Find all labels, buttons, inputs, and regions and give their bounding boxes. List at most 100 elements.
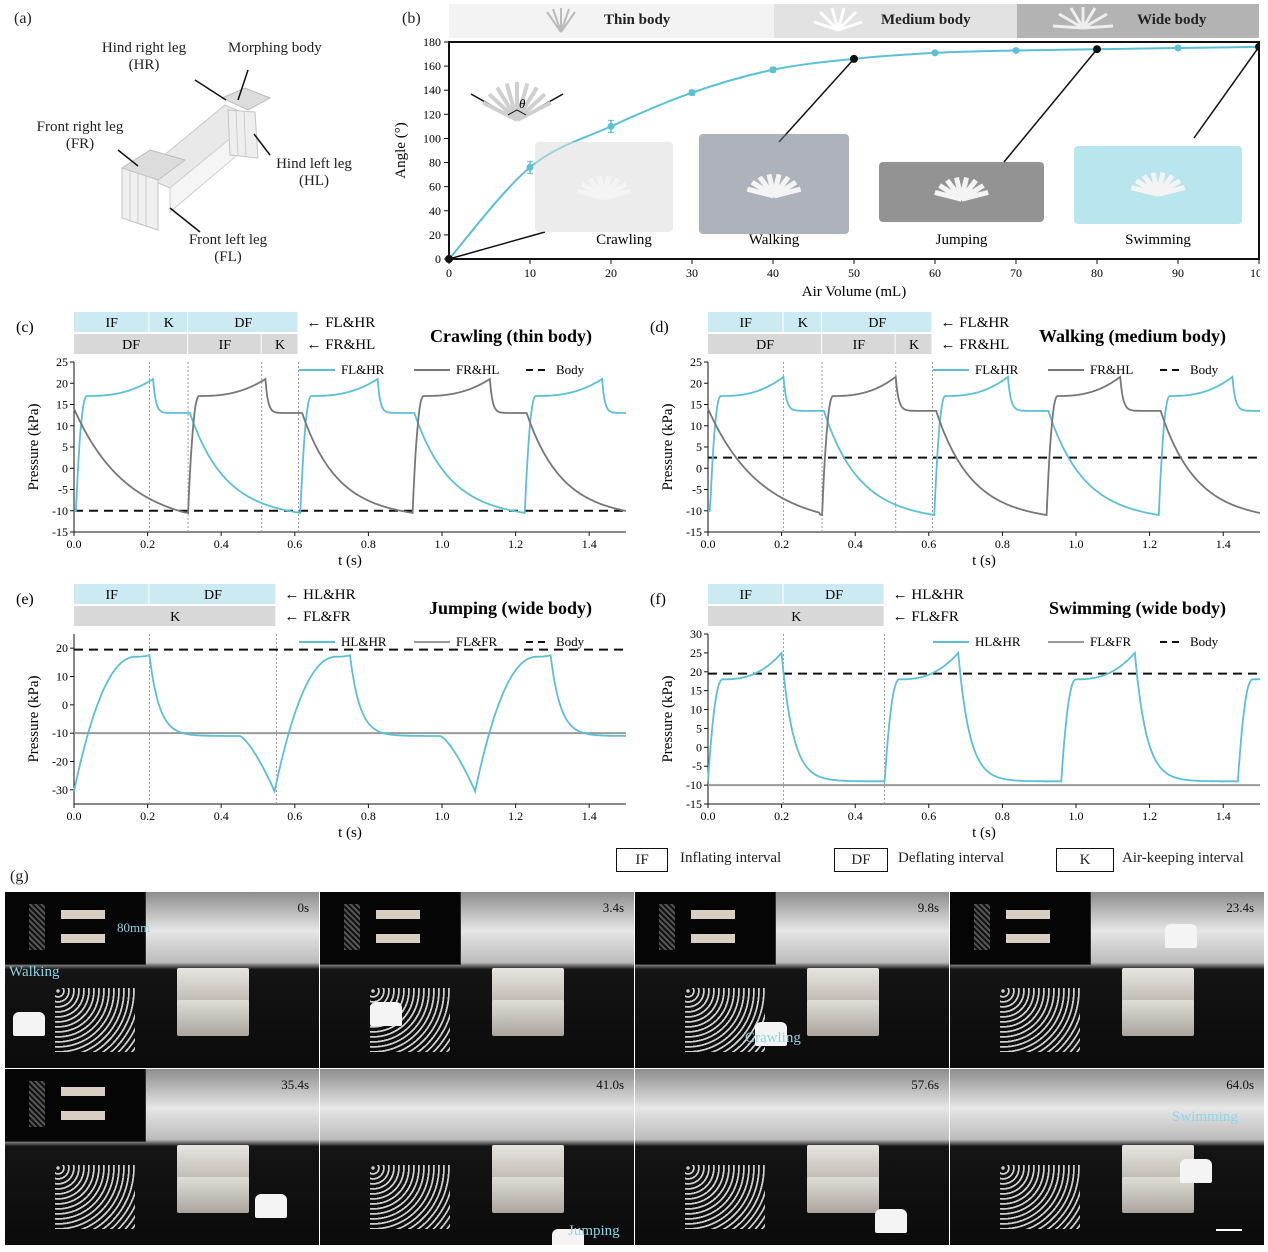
x-tick-label: 1.0 bbox=[1069, 809, 1084, 823]
legend-label: FL&HR bbox=[975, 362, 1019, 377]
robot bbox=[255, 1194, 287, 1218]
data-point bbox=[769, 66, 777, 74]
inset-gravel bbox=[974, 904, 990, 950]
angle-vs-volume-chart: 0 20 40 60 80 100 120 140 160 180 0 10 20 30 40 50 60 70 8… bbox=[393, 35, 1260, 300]
x-tick-label: 0.6 bbox=[921, 809, 936, 823]
gravel-patch bbox=[370, 1165, 450, 1229]
phase-segment-label: IF bbox=[739, 316, 752, 331]
inset-brick bbox=[1006, 910, 1050, 919]
brick bbox=[177, 968, 249, 1004]
phase-segment-label: DF bbox=[234, 316, 252, 331]
panel-title: Walking (medium body) bbox=[1039, 326, 1226, 347]
brick bbox=[807, 1145, 879, 1181]
y-tick-label: 40 bbox=[429, 204, 441, 218]
y-tick-label: 0 bbox=[435, 252, 441, 266]
y-tick-label: 10 bbox=[690, 419, 702, 433]
phase-segment-label: IF bbox=[105, 316, 118, 331]
phase-segment-label: IF bbox=[739, 588, 752, 603]
x-axis-label: Air Volume (mL) bbox=[802, 284, 906, 300]
label-morphing-body: Morphing body bbox=[228, 40, 322, 56]
brick bbox=[807, 1177, 879, 1213]
brick bbox=[492, 1177, 564, 1213]
x-tick-label: 0.4 bbox=[214, 809, 229, 823]
y-tick-label: 180 bbox=[423, 35, 441, 49]
panel-title: Jumping (wide body) bbox=[429, 598, 592, 619]
series-line bbox=[707, 375, 1261, 517]
robot bbox=[1180, 1159, 1212, 1183]
x-tick-label: 20 bbox=[605, 266, 617, 280]
x-tick-label: 100 bbox=[1250, 266, 1260, 280]
brick bbox=[492, 1000, 564, 1036]
phase-row-legs: ← FL&HR bbox=[940, 315, 1009, 331]
video-frame: 9.8s Crawling bbox=[635, 892, 949, 1068]
panel-label: (e) bbox=[16, 591, 34, 608]
frame-time: 64.0s bbox=[1226, 1077, 1254, 1092]
y-tick-label: 15 bbox=[690, 398, 702, 412]
tab-medium-body: Medium body bbox=[774, 4, 1017, 38]
y-tick-label: 25 bbox=[690, 355, 702, 369]
x-tick-label: 1.0 bbox=[435, 537, 450, 551]
y-tick-label: -30 bbox=[52, 783, 68, 797]
x-tick-label: 0 bbox=[446, 266, 452, 280]
phase-row-legs: ← FR&HL bbox=[940, 337, 1009, 353]
legend-label: Body bbox=[1190, 362, 1219, 377]
y-axis-label: Pressure (kPa) bbox=[26, 403, 42, 490]
inset-gravel bbox=[29, 1081, 45, 1127]
x-tick-label: 0.8 bbox=[995, 537, 1010, 551]
x-tick-label: 1.4 bbox=[582, 809, 597, 823]
phase-segment bbox=[708, 606, 884, 626]
inset-brick bbox=[376, 934, 420, 943]
panel-label: (f) bbox=[650, 591, 666, 608]
phase-segment-label: DF bbox=[868, 316, 886, 331]
frame-time: 0s bbox=[297, 900, 309, 915]
phase-segment-label: DF bbox=[122, 338, 140, 353]
y-axis-label: Angle (°) bbox=[393, 122, 409, 178]
phase-segment-label: K bbox=[791, 610, 801, 625]
data-point bbox=[1012, 46, 1020, 54]
phase-segment-label: IF bbox=[219, 338, 232, 353]
swimming-pressure-chart: (f) Swimming (wide body) IF DF ← HL&HR K ← FL&… bbox=[650, 584, 1260, 841]
legend-label: FL&HR bbox=[341, 362, 385, 377]
y-tick-label: 140 bbox=[423, 83, 441, 97]
legend-label: FL&FR bbox=[1090, 634, 1132, 649]
top-view-inset bbox=[320, 892, 461, 965]
x-tick-label: 0.2 bbox=[140, 809, 155, 823]
brick bbox=[492, 968, 564, 1004]
y-tick-label: -10 bbox=[52, 726, 68, 740]
legend-k-box: K bbox=[1056, 848, 1114, 872]
panel-label: (c) bbox=[16, 319, 34, 336]
panel-title: Crawling (thin body) bbox=[430, 326, 592, 347]
y-tick-label: 20 bbox=[690, 665, 702, 679]
y-tick-label: 160 bbox=[423, 59, 441, 73]
brick bbox=[177, 1145, 249, 1181]
legend-if-box: IF bbox=[616, 848, 668, 872]
gravel-patch bbox=[685, 1165, 765, 1229]
x-tick-label: 1.0 bbox=[1069, 537, 1084, 551]
theta-arc bbox=[507, 109, 527, 116]
frame-caption: Crawling bbox=[745, 1030, 801, 1046]
data-point bbox=[1174, 44, 1182, 52]
brick bbox=[177, 1000, 249, 1036]
data-point bbox=[1255, 42, 1260, 51]
video-frame: 64.0s Swimming bbox=[950, 1069, 1264, 1245]
video-frame: 3.4s bbox=[320, 892, 634, 1068]
phase-segment bbox=[708, 334, 822, 354]
video-frame: 41.0s Jumping bbox=[320, 1069, 634, 1245]
y-tick-label: 20 bbox=[56, 641, 68, 655]
phase-row-legs: ← HL&HR bbox=[284, 587, 355, 603]
legend-label: FL&FR bbox=[456, 634, 498, 649]
tab-medium-body-label: Medium body bbox=[881, 12, 971, 28]
photo-sequence: 0s Walking 80mm 3.4s 9.8s Crawling 23.4s 35.4s 4… bbox=[5, 892, 1264, 1245]
label-hind-left: Hind left leg (HL) bbox=[276, 156, 352, 189]
x-tick-label: 0.6 bbox=[921, 537, 936, 551]
phase-segment bbox=[822, 334, 895, 354]
x-tick-label: 0.0 bbox=[67, 537, 82, 551]
y-tick-label: 5 bbox=[696, 440, 702, 454]
top-view-inset bbox=[5, 1069, 146, 1142]
y-tick-label: 0 bbox=[696, 461, 702, 475]
gravel-patch bbox=[1000, 988, 1080, 1052]
phase-segment bbox=[261, 334, 298, 354]
x-tick-label: 0.6 bbox=[287, 537, 302, 551]
x-tick-label: 0.8 bbox=[361, 537, 376, 551]
